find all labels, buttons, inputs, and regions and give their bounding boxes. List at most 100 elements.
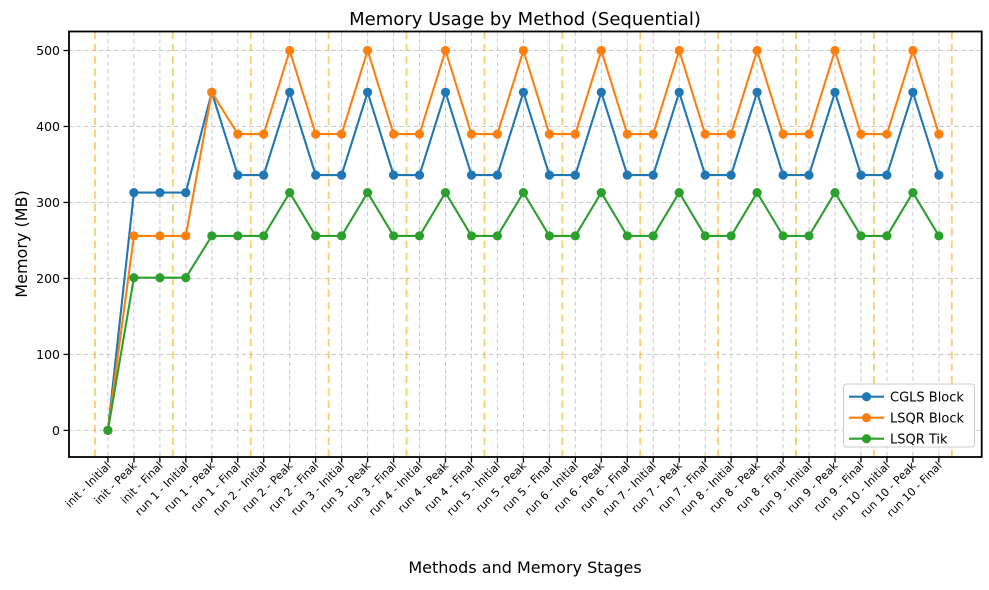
marker-cgls-block [648,170,658,180]
marker-cgls-block [440,87,451,97]
marker-cgls-block [882,170,892,180]
marker-cgls-block [285,87,295,97]
marker-cgls-block [389,170,399,180]
marker-lsqr-tik [129,273,139,283]
marker-lsqr-block [285,45,295,56]
marker-cgls-block [570,170,580,180]
marker-lsqr-block [311,129,321,139]
marker-lsqr-tik [207,231,217,241]
marker-lsqr-tik [259,231,269,241]
series-layer [103,45,944,435]
marker-lsqr-tik [908,188,918,198]
marker-cgls-block [544,170,555,180]
marker-lsqr-block [544,129,555,139]
marker-lsqr-tik [440,188,451,198]
y-tick-label: 300 [36,195,60,210]
marker-cgls-block [856,170,866,180]
marker-cgls-block [337,170,347,180]
marker-lsqr-block [726,129,736,139]
marker-lsqr-tik [596,188,606,198]
marker-cgls-block [700,170,710,180]
marker-lsqr-tik [778,231,788,241]
marker-lsqr-tik [311,231,321,241]
marker-lsqr-tik [622,231,632,241]
marker-lsqr-tik [466,231,477,241]
marker-lsqr-block [440,45,451,56]
grid-layer [69,31,982,457]
marker-cgls-block [752,87,762,97]
marker-lsqr-tik [804,231,814,241]
marker-cgls-block [414,170,425,180]
marker-cgls-block [466,170,477,180]
marker-lsqr-block [181,231,191,241]
marker-lsqr-block [882,129,892,139]
marker-lsqr-block [622,129,632,139]
marker-lsqr-tik [103,425,113,435]
marker-lsqr-block [155,231,165,241]
legend-marker-dot [861,413,872,423]
y-tick-label: 500 [36,43,60,58]
marker-lsqr-tik [389,231,399,241]
marker-lsqr-block [648,129,658,139]
y-tick-label: 0 [52,423,60,438]
marker-lsqr-block [363,45,373,56]
marker-cgls-block [129,188,139,198]
marker-lsqr-block [856,129,866,139]
marker-lsqr-tik [492,231,502,241]
y-tick-label: 200 [36,271,60,286]
legend-item-cgls-block: CGLS Block [849,391,964,406]
marker-cgls-block [934,170,944,180]
marker-lsqr-tik [414,231,425,241]
marker-lsqr-block [337,129,347,139]
marker-lsqr-block [778,129,788,139]
marker-lsqr-tik [285,188,295,198]
legend-marker-dot [861,392,872,402]
marker-lsqr-tik [233,231,243,241]
marker-lsqr-block [389,129,399,139]
marker-lsqr-block [492,129,502,139]
legend-item-lsqr-block: LSQR Block [849,412,965,427]
marker-lsqr-tik [856,231,866,241]
legend-item-label: LSQR Tik [890,433,948,448]
marker-lsqr-tik [674,188,684,198]
marker-lsqr-tik [882,231,892,241]
marker-cgls-block [674,87,684,97]
axes-layer [63,30,983,463]
marker-cgls-block [596,87,606,97]
marker-cgls-block [830,87,840,97]
legend: CGLS Block LSQR Block LSQR Tik [843,383,975,448]
y-axis-label: Memory (MB) [12,190,31,297]
marker-lsqr-tik [363,188,373,198]
legend-marker-dot [861,434,872,444]
marker-lsqr-tik [934,231,944,241]
marker-cgls-block [908,87,918,97]
marker-lsqr-block [830,45,840,56]
x-axis-label: Methods and Memory Stages [408,558,641,577]
marker-lsqr-tik [518,188,529,198]
marker-cgls-block [363,87,373,97]
marker-cgls-block [155,188,165,198]
marker-cgls-block [311,170,321,180]
y-tick-label: 100 [36,347,60,362]
marker-lsqr-block [570,129,580,139]
marker-lsqr-block [934,129,944,139]
marker-lsqr-block [259,129,269,139]
separator-layer [94,31,953,457]
legend-item-lsqr-tik: LSQR Tik [849,433,948,448]
marker-cgls-block [492,170,502,180]
marker-lsqr-block [752,45,762,56]
marker-lsqr-tik [830,188,840,198]
marker-cgls-block [181,188,191,198]
marker-lsqr-block [908,45,918,56]
marker-lsqr-tik [544,231,555,241]
legend-box [843,383,975,448]
marker-cgls-block [804,170,814,180]
chart-title: Memory Usage by Method (Sequential) [349,9,701,30]
marker-lsqr-block [700,129,710,139]
marker-lsqr-block [518,45,529,56]
marker-lsqr-tik [337,231,347,241]
legend-item-label: LSQR Block [890,412,965,427]
